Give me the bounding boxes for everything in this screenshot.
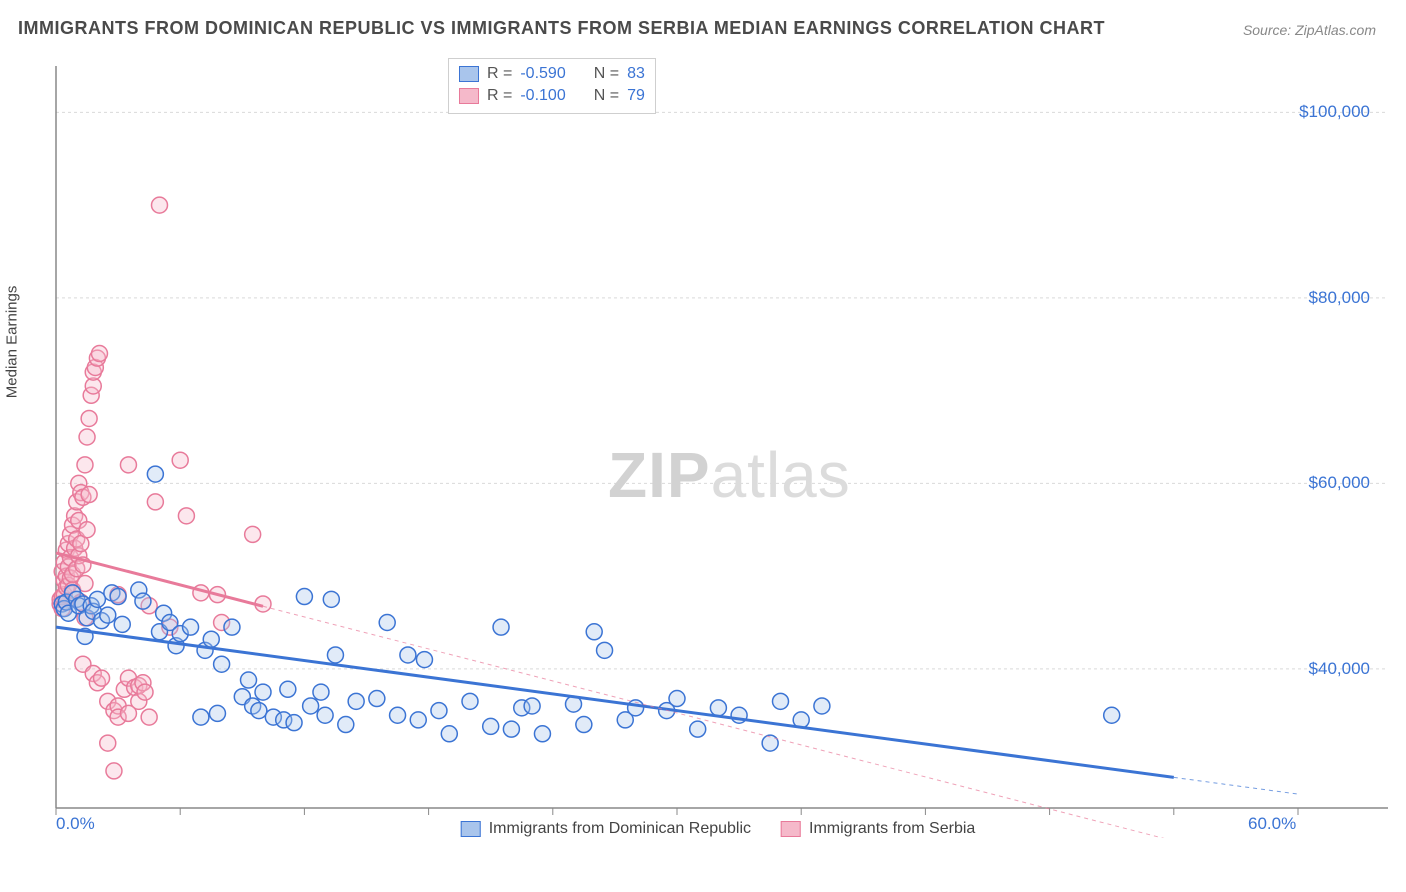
y-tick-label: $40,000 xyxy=(1309,659,1370,679)
swatch-serbia xyxy=(459,88,479,104)
chart-area: ZIPatlas R = -0.590 N = 83 R = -0.100 N … xyxy=(48,58,1388,838)
scatter-chart-svg xyxy=(48,58,1388,838)
legend-item-serbia: Immigrants from Serbia xyxy=(781,820,975,838)
legend-label-serbia: Immigrants from Serbia xyxy=(809,820,975,838)
y-tick-label: $60,000 xyxy=(1309,473,1370,493)
r-value-serbia: -0.100 xyxy=(520,85,565,107)
legend-stats-row-1: R = -0.590 N = 83 xyxy=(459,63,645,85)
r-label: R = xyxy=(487,63,512,85)
swatch-dominican xyxy=(459,66,479,82)
swatch-serbia-bottom xyxy=(781,821,801,837)
legend-item-dominican: Immigrants from Dominican Republic xyxy=(461,820,751,838)
source-attribution: Source: ZipAtlas.com xyxy=(1243,22,1376,38)
chart-title: IMMIGRANTS FROM DOMINICAN REPUBLIC VS IM… xyxy=(18,18,1105,39)
legend-stats-row-2: R = -0.100 N = 79 xyxy=(459,85,645,107)
n-value-dominican: 83 xyxy=(627,63,645,85)
legend-label-dominican: Immigrants from Dominican Republic xyxy=(489,820,751,838)
r-value-dominican: -0.590 xyxy=(520,63,565,85)
r-label: R = xyxy=(487,85,512,107)
swatch-dominican-bottom xyxy=(461,821,481,837)
legend-stats-box: R = -0.590 N = 83 R = -0.100 N = 79 xyxy=(448,58,656,114)
x-tick-label: 0.0% xyxy=(56,814,95,834)
n-label: N = xyxy=(594,63,619,85)
n-label: N = xyxy=(594,85,619,107)
y-axis-label: Median Earnings xyxy=(4,286,21,399)
n-value-serbia: 79 xyxy=(627,85,645,107)
x-tick-label: 60.0% xyxy=(1248,814,1296,834)
y-tick-label: $80,000 xyxy=(1309,288,1370,308)
y-tick-label: $100,000 xyxy=(1299,102,1370,122)
legend-bottom: Immigrants from Dominican Republic Immig… xyxy=(461,820,976,838)
